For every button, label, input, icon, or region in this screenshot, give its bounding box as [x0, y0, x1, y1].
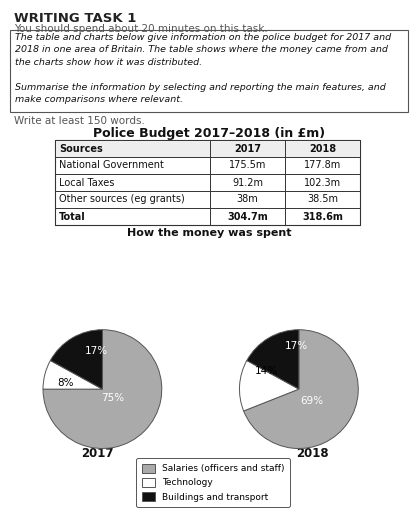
Text: 2018: 2018 [309, 143, 336, 154]
Text: Police Budget 2017–2018 (in £m): Police Budget 2017–2018 (in £m) [93, 127, 325, 140]
FancyBboxPatch shape [10, 30, 408, 112]
Wedge shape [43, 330, 162, 449]
Legend: Salaries (officers and staff), Technology, Buildings and transport: Salaries (officers and staff), Technolog… [136, 458, 290, 507]
Wedge shape [43, 360, 102, 389]
Wedge shape [240, 360, 299, 411]
Wedge shape [50, 330, 102, 389]
Text: 2017: 2017 [81, 447, 113, 460]
Text: Other sources (eg grants): Other sources (eg grants) [59, 195, 185, 204]
Bar [55, 140, 360, 157]
Text: 91.2m: 91.2m [232, 178, 263, 187]
Text: 175.5m: 175.5m [229, 160, 266, 170]
Text: The table and charts below give information on the police budget for 2017 and
20: The table and charts below give informat… [15, 33, 391, 104]
Text: National Government: National Government [59, 160, 164, 170]
Text: 75%: 75% [102, 393, 125, 403]
Text: 304.7m: 304.7m [227, 211, 268, 222]
Bar [55, 140, 360, 225]
Text: 38.5m: 38.5m [307, 195, 338, 204]
Text: 17%: 17% [284, 342, 308, 351]
Text: 14%: 14% [255, 366, 278, 376]
Text: 38m: 38m [237, 195, 258, 204]
Text: 2017: 2017 [234, 143, 261, 154]
Text: Total: Total [59, 211, 86, 222]
Text: Sources: Sources [59, 143, 103, 154]
Text: You should spend about 20 minutes on this task.: You should spend about 20 minutes on thi… [14, 24, 268, 34]
Text: How the money was spent: How the money was spent [127, 228, 291, 238]
Text: 8%: 8% [57, 378, 74, 388]
Text: 17%: 17% [85, 346, 108, 355]
Wedge shape [244, 330, 358, 449]
Text: WRITING TASK 1: WRITING TASK 1 [14, 12, 136, 25]
Text: 177.8m: 177.8m [304, 160, 341, 170]
Wedge shape [247, 330, 299, 389]
Text: 102.3m: 102.3m [304, 178, 341, 187]
Text: 69%: 69% [301, 396, 324, 406]
Text: 2018: 2018 [296, 447, 328, 460]
Text: Local Taxes: Local Taxes [59, 178, 115, 187]
Text: 318.6m: 318.6m [302, 211, 343, 222]
Text: Write at least 150 words.: Write at least 150 words. [14, 116, 145, 126]
